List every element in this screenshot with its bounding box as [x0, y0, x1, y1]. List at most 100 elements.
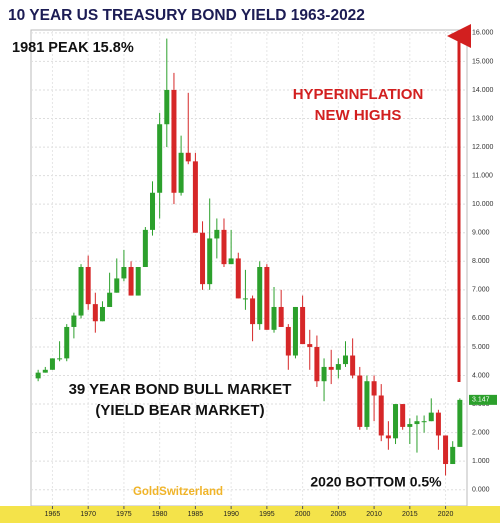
- candle-body: [278, 306, 284, 327]
- candle-body: [207, 238, 213, 285]
- y-tick-label: 1.000: [472, 458, 490, 465]
- candle-body: [228, 258, 234, 265]
- candle-body: [307, 344, 313, 347]
- candle-body: [328, 366, 334, 370]
- x-tick-label: 2010: [366, 511, 382, 518]
- y-tick-label: 5.000: [472, 344, 490, 351]
- candle-body: [128, 267, 134, 296]
- y-tick-label: 14.000: [472, 87, 494, 94]
- candle-body: [371, 381, 377, 396]
- x-tick-label: 1980: [152, 511, 168, 518]
- y-tick-label: 16.000: [472, 30, 494, 37]
- candle-body: [350, 355, 356, 376]
- y-tick-label: 8.000: [472, 258, 490, 265]
- candle-body: [242, 298, 248, 300]
- candle-body: [150, 192, 156, 230]
- candle-body: [407, 424, 413, 427]
- candle-body: [457, 399, 463, 447]
- candle-body: [107, 292, 113, 307]
- x-tick-label: 1995: [259, 511, 275, 518]
- candle-body: [357, 375, 363, 427]
- candle-body: [443, 435, 449, 465]
- x-tick-label: 1985: [188, 511, 204, 518]
- candle-body: [42, 369, 48, 373]
- y-tick-label: 4.000: [472, 372, 490, 379]
- annotation: GoldSwitzerland: [133, 486, 223, 498]
- annotation: 2020 BOTTOM 0.5%: [310, 474, 442, 490]
- candle-body: [142, 229, 148, 267]
- candle-body: [378, 395, 384, 436]
- candle-body: [235, 258, 241, 299]
- candle-body: [400, 404, 406, 427]
- candle-body: [99, 306, 105, 322]
- y-tick-label: 13.000: [472, 115, 494, 122]
- candle-body: [342, 355, 348, 365]
- candle-body: [57, 358, 63, 360]
- x-tick-label: 1975: [116, 511, 132, 518]
- candle-body: [164, 89, 170, 125]
- annotation: NEW HIGHS: [315, 107, 402, 124]
- candle-body: [192, 161, 198, 233]
- candle-body: [35, 372, 41, 379]
- candle-body: [450, 446, 456, 465]
- annotation: (YIELD BEAR MARKET): [95, 402, 264, 419]
- candle-body: [285, 326, 291, 356]
- y-tick-label: 0.000: [472, 487, 490, 494]
- x-tick-label: 1970: [80, 511, 96, 518]
- candle-body: [364, 381, 370, 427]
- candle-body: [250, 298, 256, 325]
- candle-body: [157, 124, 163, 193]
- x-tick-label: 1990: [223, 511, 239, 518]
- y-tick-label: 7.000: [472, 287, 490, 294]
- last-value-tag: [469, 394, 497, 405]
- annotation: HYPERINFLATION: [293, 86, 424, 103]
- y-tick-label: 6.000: [472, 315, 490, 322]
- last-value-label: 3.147: [472, 397, 490, 404]
- y-tick-label: 10.000: [472, 201, 494, 208]
- candle-body: [92, 304, 98, 322]
- candle-body: [264, 267, 270, 330]
- x-tick-label: 2000: [295, 511, 311, 518]
- x-tick-label: 2005: [331, 511, 347, 518]
- candle-body: [178, 152, 184, 193]
- x-axis-band: [0, 506, 500, 523]
- candle-body: [393, 404, 399, 439]
- x-tick-label: 1965: [45, 511, 61, 518]
- candle-body: [135, 267, 141, 296]
- candle-body: [121, 267, 127, 279]
- candle-body: [257, 267, 263, 325]
- candle-body: [271, 306, 277, 330]
- candle-body: [78, 267, 84, 316]
- x-tick-label: 2015: [402, 511, 418, 518]
- candle-body: [85, 267, 91, 305]
- candle-body: [428, 412, 434, 422]
- candle-body: [49, 358, 55, 370]
- candle-body: [414, 421, 420, 425]
- candle-body: [185, 152, 191, 162]
- candle-body: [71, 315, 77, 327]
- y-tick-label: 9.000: [472, 230, 490, 237]
- candle-body: [221, 229, 227, 265]
- candle-body: [385, 435, 391, 439]
- y-tick-label: 11.000: [472, 172, 493, 179]
- chart-title: 10 YEAR US TREASURY BOND YIELD 1963-2022: [8, 7, 365, 24]
- candle-body: [200, 232, 206, 285]
- candle-body: [214, 229, 220, 239]
- candle-body: [64, 326, 70, 359]
- candle-body: [314, 346, 320, 382]
- candle-body: [335, 364, 341, 370]
- x-tick-label: 2020: [438, 511, 454, 518]
- y-tick-label: 2.000: [472, 429, 490, 436]
- candle-body: [321, 366, 327, 382]
- candle-body: [292, 306, 298, 356]
- annotation: 39 YEAR BOND BULL MARKET: [69, 381, 292, 398]
- candle-body: [435, 412, 441, 436]
- candle-body: [114, 278, 120, 293]
- annotation: 1981 PEAK 15.8%: [12, 40, 134, 56]
- candle-body: [300, 306, 306, 345]
- y-tick-label: 15.000: [472, 58, 494, 65]
- y-tick-label: 12.000: [472, 144, 494, 151]
- candle-body: [421, 421, 427, 423]
